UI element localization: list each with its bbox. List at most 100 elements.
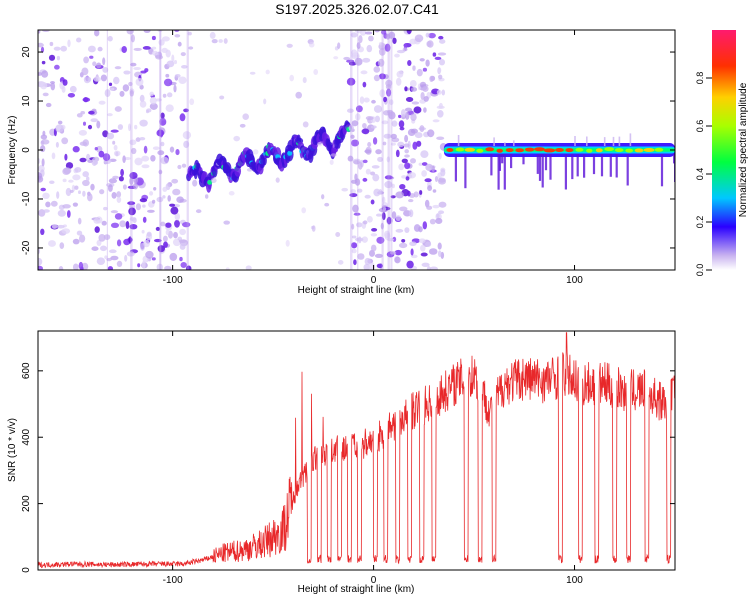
spectrogram-cell xyxy=(42,92,49,97)
spectrogram-cell xyxy=(156,263,163,270)
spectrogram-cell xyxy=(38,72,43,76)
spectrogram-cell xyxy=(355,113,361,121)
spectrogram-streak xyxy=(673,154,675,164)
spectrogram-cell xyxy=(351,248,357,254)
spectrogram-cell xyxy=(128,236,132,244)
spectrogram-cell xyxy=(142,204,146,208)
spectrogram-cell xyxy=(239,123,246,128)
spectrogram-cell xyxy=(93,217,101,224)
spectrogram-cell xyxy=(127,201,136,206)
spectrogram-cell xyxy=(76,37,82,43)
spectrogram-cell xyxy=(378,58,385,67)
spectrogram-cell xyxy=(364,257,371,266)
spectrogram-cell xyxy=(51,224,58,229)
spectrogram-cell xyxy=(223,38,228,44)
spectrogram-cell xyxy=(399,206,408,212)
spectrogram-cell xyxy=(143,30,151,34)
spectrogram-cell xyxy=(153,186,157,191)
spectrogram-cell xyxy=(413,191,419,198)
spectrogram-cell xyxy=(409,79,417,88)
spectrogram-cell xyxy=(249,71,256,75)
spectrogram-cell xyxy=(96,239,102,247)
spectrogram-cell xyxy=(158,39,165,46)
spectrogram-cell xyxy=(90,183,95,191)
spectrogram-cell xyxy=(139,119,148,127)
spectrogram-cell xyxy=(410,87,418,92)
spectrogram-cell xyxy=(128,81,133,87)
spectrogram-cell xyxy=(380,222,384,230)
spectrogram-cell xyxy=(357,253,365,260)
spectrogram-cell xyxy=(371,165,380,169)
spectrogram-cell xyxy=(416,68,423,77)
spectrogram-cell xyxy=(427,185,433,192)
spectrogram-streak xyxy=(498,154,501,171)
spectrogram-cell xyxy=(91,246,99,251)
spectrogram-cell xyxy=(151,50,159,56)
spectrogram-cell xyxy=(38,257,43,266)
spectrogram-cell xyxy=(375,149,382,155)
spectrogram-cell xyxy=(99,189,105,195)
spectrogram-cell xyxy=(370,233,378,237)
spectrogram-cell xyxy=(396,70,404,78)
spectrogram-streak xyxy=(490,154,493,176)
spectrogram-cell xyxy=(370,244,377,252)
spectrogram-cell xyxy=(386,238,395,242)
spectrogram-cell xyxy=(151,35,156,41)
spectrogram-cell xyxy=(38,30,41,34)
spectrogram-cell xyxy=(362,123,367,129)
spectrogram-cell xyxy=(438,201,447,208)
spectrogram-cell xyxy=(424,178,432,183)
spectrogram-cell xyxy=(403,143,410,148)
spectrogram-cell xyxy=(419,58,425,62)
spectrogram-cell xyxy=(102,57,106,66)
spectrogram-cell xyxy=(110,222,120,228)
spectrogram-streak xyxy=(350,30,353,270)
spectrogram-cell xyxy=(363,263,370,270)
spectrogram-streak xyxy=(660,154,664,187)
spectrogram-cell xyxy=(353,212,361,216)
spectrogram-cell xyxy=(133,66,141,71)
spectrogram-cell xyxy=(183,140,190,149)
spectrogram-cell xyxy=(385,33,391,40)
snr-ylabel: SNR (10 * v/v) xyxy=(7,418,18,482)
snr-xtick-label: 0 xyxy=(371,575,377,586)
spectrogram-cell xyxy=(174,34,181,38)
spectrogram-cell xyxy=(428,248,438,255)
spectrogram-cell xyxy=(87,193,93,202)
spectrogram-cell xyxy=(604,147,615,152)
spectrogram-cell xyxy=(330,153,337,157)
spectrogram-xtick-label: -100 xyxy=(163,275,183,286)
spectrogram-cell xyxy=(49,41,54,47)
spectrogram-cell xyxy=(151,199,156,204)
spectrogram-cell xyxy=(189,98,195,106)
spectrogram-cell xyxy=(375,213,383,217)
spectrogram-cell xyxy=(362,57,371,63)
spectrogram-cell xyxy=(129,224,138,230)
spectrogram-cell xyxy=(181,163,187,168)
snr-frame xyxy=(37,330,676,571)
spectrogram-cell xyxy=(311,225,316,232)
spectrogram-cell xyxy=(85,153,91,162)
spectrogram-cell xyxy=(57,120,63,125)
spectrogram-cell xyxy=(265,69,270,75)
spectrogram-cell xyxy=(410,128,418,134)
spectrogram-cell xyxy=(401,158,408,164)
spectrogram-cell xyxy=(93,76,101,82)
spectrogram-cell xyxy=(534,147,545,152)
spectrogram-cell xyxy=(302,121,309,128)
spectrogram-cell xyxy=(394,249,403,256)
spectrogram-cell xyxy=(130,147,137,155)
spectrogram-cell xyxy=(515,148,524,153)
spectrogram-cell xyxy=(422,67,428,72)
spectrogram-cell xyxy=(85,176,90,182)
spectrogram-cell xyxy=(353,259,357,266)
spectrogram-cell xyxy=(175,149,180,156)
spectrogram-cell xyxy=(78,261,84,270)
spectrogram-cell xyxy=(155,55,164,60)
spectrogram-cell xyxy=(163,241,168,248)
spectrogram-cell xyxy=(142,216,147,223)
spectrogram-cell xyxy=(61,86,66,93)
spectrogram-cell xyxy=(365,168,371,175)
spectrogram-cell xyxy=(390,133,397,140)
spectrogram-cell xyxy=(410,158,416,164)
